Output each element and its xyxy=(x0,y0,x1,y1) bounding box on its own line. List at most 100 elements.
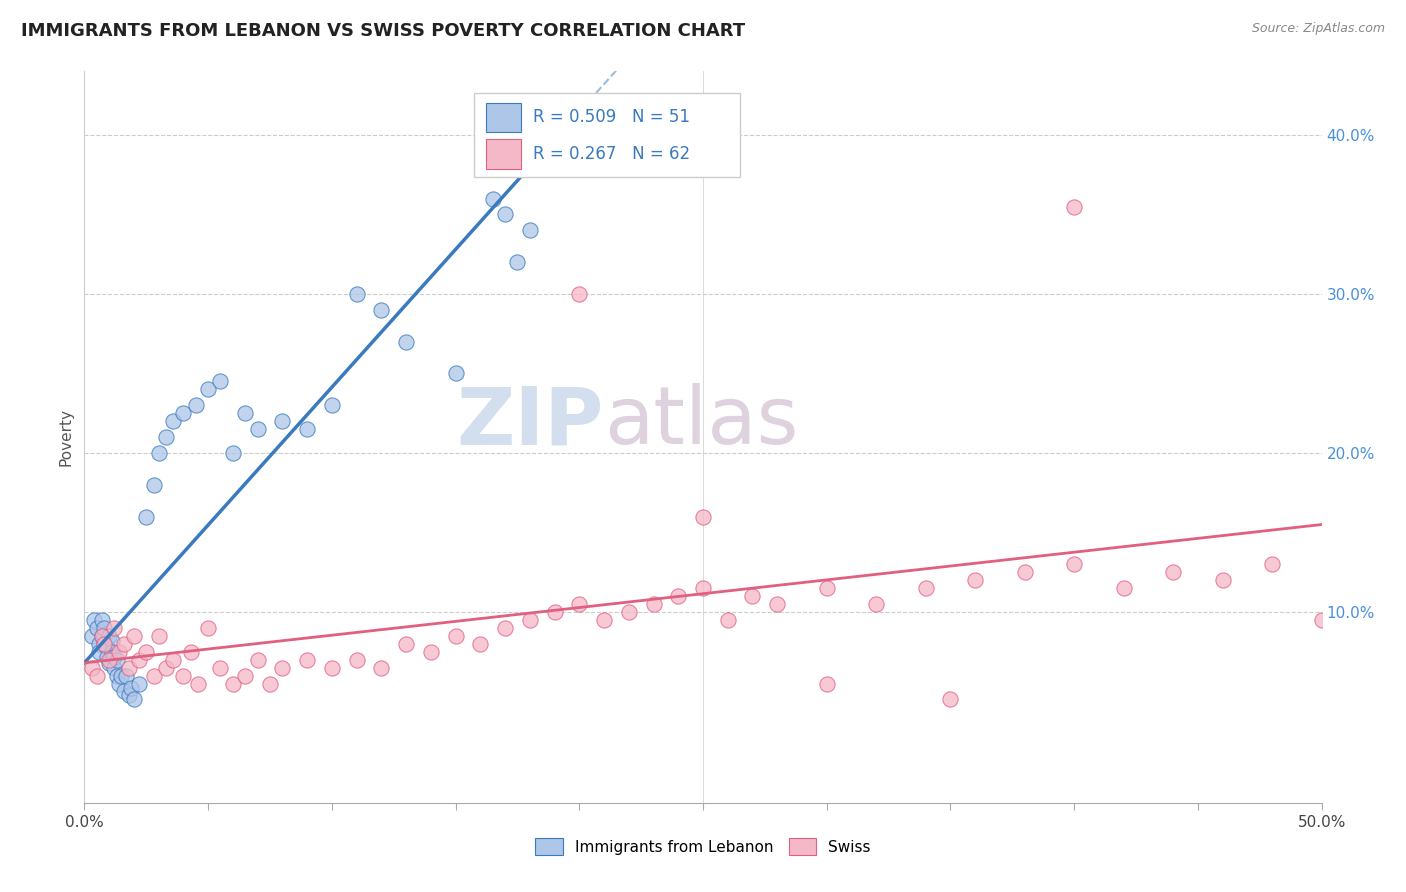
Point xyxy=(108,645,131,659)
Point xyxy=(939,692,962,706)
Point xyxy=(80,660,103,674)
Point xyxy=(100,645,122,659)
Point xyxy=(519,613,541,627)
Point xyxy=(321,660,343,674)
Point xyxy=(184,398,207,412)
Point xyxy=(1310,613,1333,627)
Point xyxy=(142,477,165,491)
Point xyxy=(98,629,121,643)
Point xyxy=(865,597,887,611)
Point xyxy=(90,613,112,627)
Point xyxy=(506,255,529,269)
Point xyxy=(246,653,269,667)
Point xyxy=(481,192,503,206)
Point xyxy=(1212,573,1234,587)
Point xyxy=(741,589,763,603)
Point xyxy=(180,645,202,659)
Point xyxy=(370,660,392,674)
Point xyxy=(295,653,318,667)
Point xyxy=(271,660,294,674)
Point xyxy=(766,597,789,611)
Text: atlas: atlas xyxy=(605,384,799,461)
Point xyxy=(172,406,194,420)
Point xyxy=(395,637,418,651)
FancyBboxPatch shape xyxy=(486,103,522,132)
Point xyxy=(568,597,591,611)
Point xyxy=(246,422,269,436)
Point xyxy=(233,406,256,420)
Point xyxy=(444,367,467,381)
Point xyxy=(90,629,112,643)
Point xyxy=(122,629,145,643)
Point xyxy=(222,446,245,460)
Point xyxy=(93,621,115,635)
Point xyxy=(209,660,232,674)
Point xyxy=(444,629,467,643)
Point xyxy=(112,637,135,651)
Point xyxy=(162,414,184,428)
Point xyxy=(295,422,318,436)
Point xyxy=(494,621,516,635)
Point xyxy=(96,649,118,664)
Point xyxy=(122,692,145,706)
Point xyxy=(98,653,121,667)
Point xyxy=(103,621,125,635)
Point xyxy=(346,287,368,301)
Y-axis label: Poverty: Poverty xyxy=(58,408,73,467)
FancyBboxPatch shape xyxy=(474,94,740,178)
Point xyxy=(128,676,150,690)
Point xyxy=(83,613,105,627)
Point xyxy=(370,302,392,317)
Point xyxy=(187,676,209,690)
Point xyxy=(90,629,112,643)
Point xyxy=(222,676,245,690)
Point xyxy=(135,645,157,659)
Point xyxy=(96,640,118,654)
Point xyxy=(1261,558,1284,572)
Point xyxy=(120,681,142,696)
Point xyxy=(914,581,936,595)
Point xyxy=(271,414,294,428)
Point xyxy=(1161,566,1184,580)
Point xyxy=(815,581,838,595)
Point xyxy=(717,613,740,627)
Point xyxy=(172,668,194,682)
Point xyxy=(593,613,616,627)
Point xyxy=(118,688,141,702)
Point xyxy=(1014,566,1036,580)
Point xyxy=(197,383,219,397)
Point xyxy=(470,637,492,651)
Point xyxy=(419,645,441,659)
Point xyxy=(692,509,714,524)
Point xyxy=(89,637,111,651)
Point xyxy=(1063,200,1085,214)
Text: IMMIGRANTS FROM LEBANON VS SWISS POVERTY CORRELATION CHART: IMMIGRANTS FROM LEBANON VS SWISS POVERTY… xyxy=(21,22,745,40)
Point xyxy=(93,637,115,651)
Text: Source: ZipAtlas.com: Source: ZipAtlas.com xyxy=(1251,22,1385,36)
Point xyxy=(692,581,714,595)
Point xyxy=(395,334,418,349)
Point xyxy=(103,660,125,674)
Point xyxy=(617,605,640,619)
FancyBboxPatch shape xyxy=(486,139,522,169)
Point xyxy=(80,629,103,643)
Point xyxy=(162,653,184,667)
Text: R = 0.267   N = 62: R = 0.267 N = 62 xyxy=(533,145,690,163)
Point xyxy=(1112,581,1135,595)
Point xyxy=(105,653,128,667)
Legend: Immigrants from Lebanon, Swiss: Immigrants from Lebanon, Swiss xyxy=(529,832,877,861)
Text: ZIP: ZIP xyxy=(457,384,605,461)
Point xyxy=(643,597,665,611)
Point xyxy=(197,621,219,635)
Point xyxy=(346,653,368,667)
Point xyxy=(100,633,122,648)
Point xyxy=(543,605,565,619)
Point xyxy=(135,509,157,524)
Point xyxy=(103,649,125,664)
Point xyxy=(965,573,987,587)
Point xyxy=(666,589,689,603)
Point xyxy=(93,629,115,643)
Point xyxy=(815,676,838,690)
Point xyxy=(128,653,150,667)
Point xyxy=(148,629,170,643)
